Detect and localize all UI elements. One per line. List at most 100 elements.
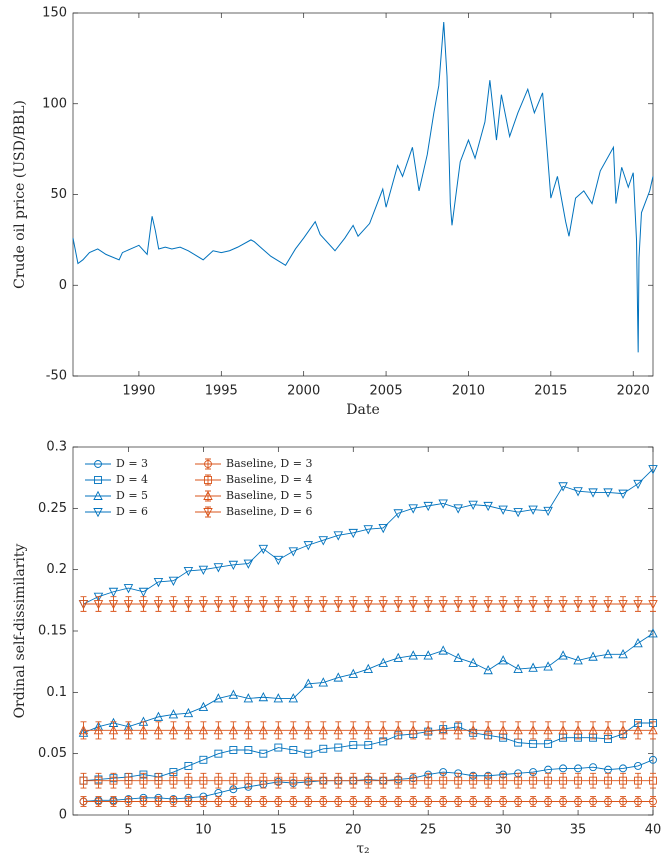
data-point [288, 693, 299, 703]
error-bar [590, 721, 597, 740]
data-point [558, 725, 568, 735]
data-point [244, 797, 253, 806]
data-point [513, 600, 523, 610]
legend-marker [204, 476, 212, 484]
error-bar [560, 772, 567, 789]
data-point [153, 600, 164, 610]
data-point [198, 565, 209, 575]
error-bar [275, 721, 282, 740]
legend-label: D = 4 [116, 473, 148, 486]
data-point [453, 652, 463, 662]
data-point [288, 600, 299, 610]
data-point [94, 797, 103, 806]
data-point [529, 739, 538, 748]
error-bar [80, 772, 87, 789]
data-point [303, 678, 314, 688]
error-bar [365, 772, 372, 789]
y-tick-label: 0.1 [46, 685, 67, 700]
error-bar [530, 772, 537, 789]
error-bar [170, 772, 177, 789]
data-point [318, 677, 329, 687]
data-point [123, 725, 134, 735]
data-point [379, 797, 388, 806]
data-point [288, 725, 299, 735]
data-point [603, 725, 613, 735]
data-point [588, 725, 598, 735]
data-point [393, 652, 403, 662]
error-bar [335, 721, 342, 740]
error-bar [620, 721, 627, 740]
legend-marker [94, 460, 102, 468]
data-point [468, 500, 478, 510]
data-point [183, 707, 194, 718]
x-tick-label: 5 [124, 823, 132, 838]
legend-label: Baseline, D = 6 [226, 505, 312, 518]
legend-label: Baseline, D = 3 [226, 457, 312, 470]
data-point [409, 797, 418, 806]
data-point [364, 741, 373, 750]
x-axis-label: Date [346, 402, 379, 418]
data-point [348, 668, 358, 678]
data-point [198, 725, 209, 735]
data-point [289, 746, 298, 754]
data-point [244, 776, 253, 785]
data-point [573, 725, 583, 735]
data-point [499, 797, 508, 806]
x-tick-label: 2010 [452, 384, 485, 399]
error-bar [320, 721, 327, 740]
data-point [484, 797, 493, 806]
legend-label: D = 6 [116, 505, 148, 518]
data-point [633, 725, 643, 735]
series-line [72, 22, 654, 353]
data-point [634, 797, 642, 806]
data-point [543, 725, 553, 735]
data-point [378, 725, 388, 735]
data-point [258, 544, 269, 555]
x-tick-label: 25 [420, 823, 437, 838]
data-point [93, 600, 104, 610]
data-point [558, 600, 568, 610]
legend-label: D = 5 [116, 489, 148, 502]
x-tick-label: 15 [270, 823, 287, 838]
error-bar [515, 721, 522, 740]
error-bar [605, 772, 612, 789]
legend-marker [203, 508, 213, 518]
legend-marker [203, 490, 213, 500]
data-point [618, 725, 628, 735]
data-point [304, 776, 313, 785]
x-axis-label: τ₂ [356, 841, 369, 857]
data-point [348, 528, 358, 539]
data-point [349, 741, 358, 750]
data-point [378, 657, 388, 667]
data-point [423, 501, 433, 512]
data-point [138, 725, 149, 735]
data-point [213, 600, 224, 610]
data-point [528, 505, 538, 515]
error-bar [515, 772, 522, 789]
data-point [423, 600, 433, 610]
data-point [438, 600, 448, 610]
data-point [213, 563, 224, 573]
data-point [483, 725, 493, 735]
data-point [424, 776, 433, 785]
data-point [513, 663, 523, 673]
data-point [318, 536, 329, 546]
data-point [168, 725, 179, 735]
legend: D = 3 D = 4 D = 5 D = 6 Baseline, D = 3 Basel… [79, 453, 312, 523]
data-point [498, 725, 508, 735]
data-point [454, 776, 463, 785]
error-bar [155, 772, 162, 789]
data-point [559, 776, 568, 785]
error-bar [305, 772, 312, 789]
data-point [198, 701, 209, 712]
data-point [214, 749, 223, 758]
data-point [603, 649, 613, 659]
legend-label: D = 3 [116, 457, 148, 470]
error-bar [140, 721, 147, 740]
data-point [214, 797, 223, 806]
x-tick-label: 2020 [617, 384, 650, 399]
data-point [543, 506, 553, 517]
data-point [124, 797, 133, 806]
error-bar [350, 772, 357, 789]
data-point [468, 657, 478, 667]
